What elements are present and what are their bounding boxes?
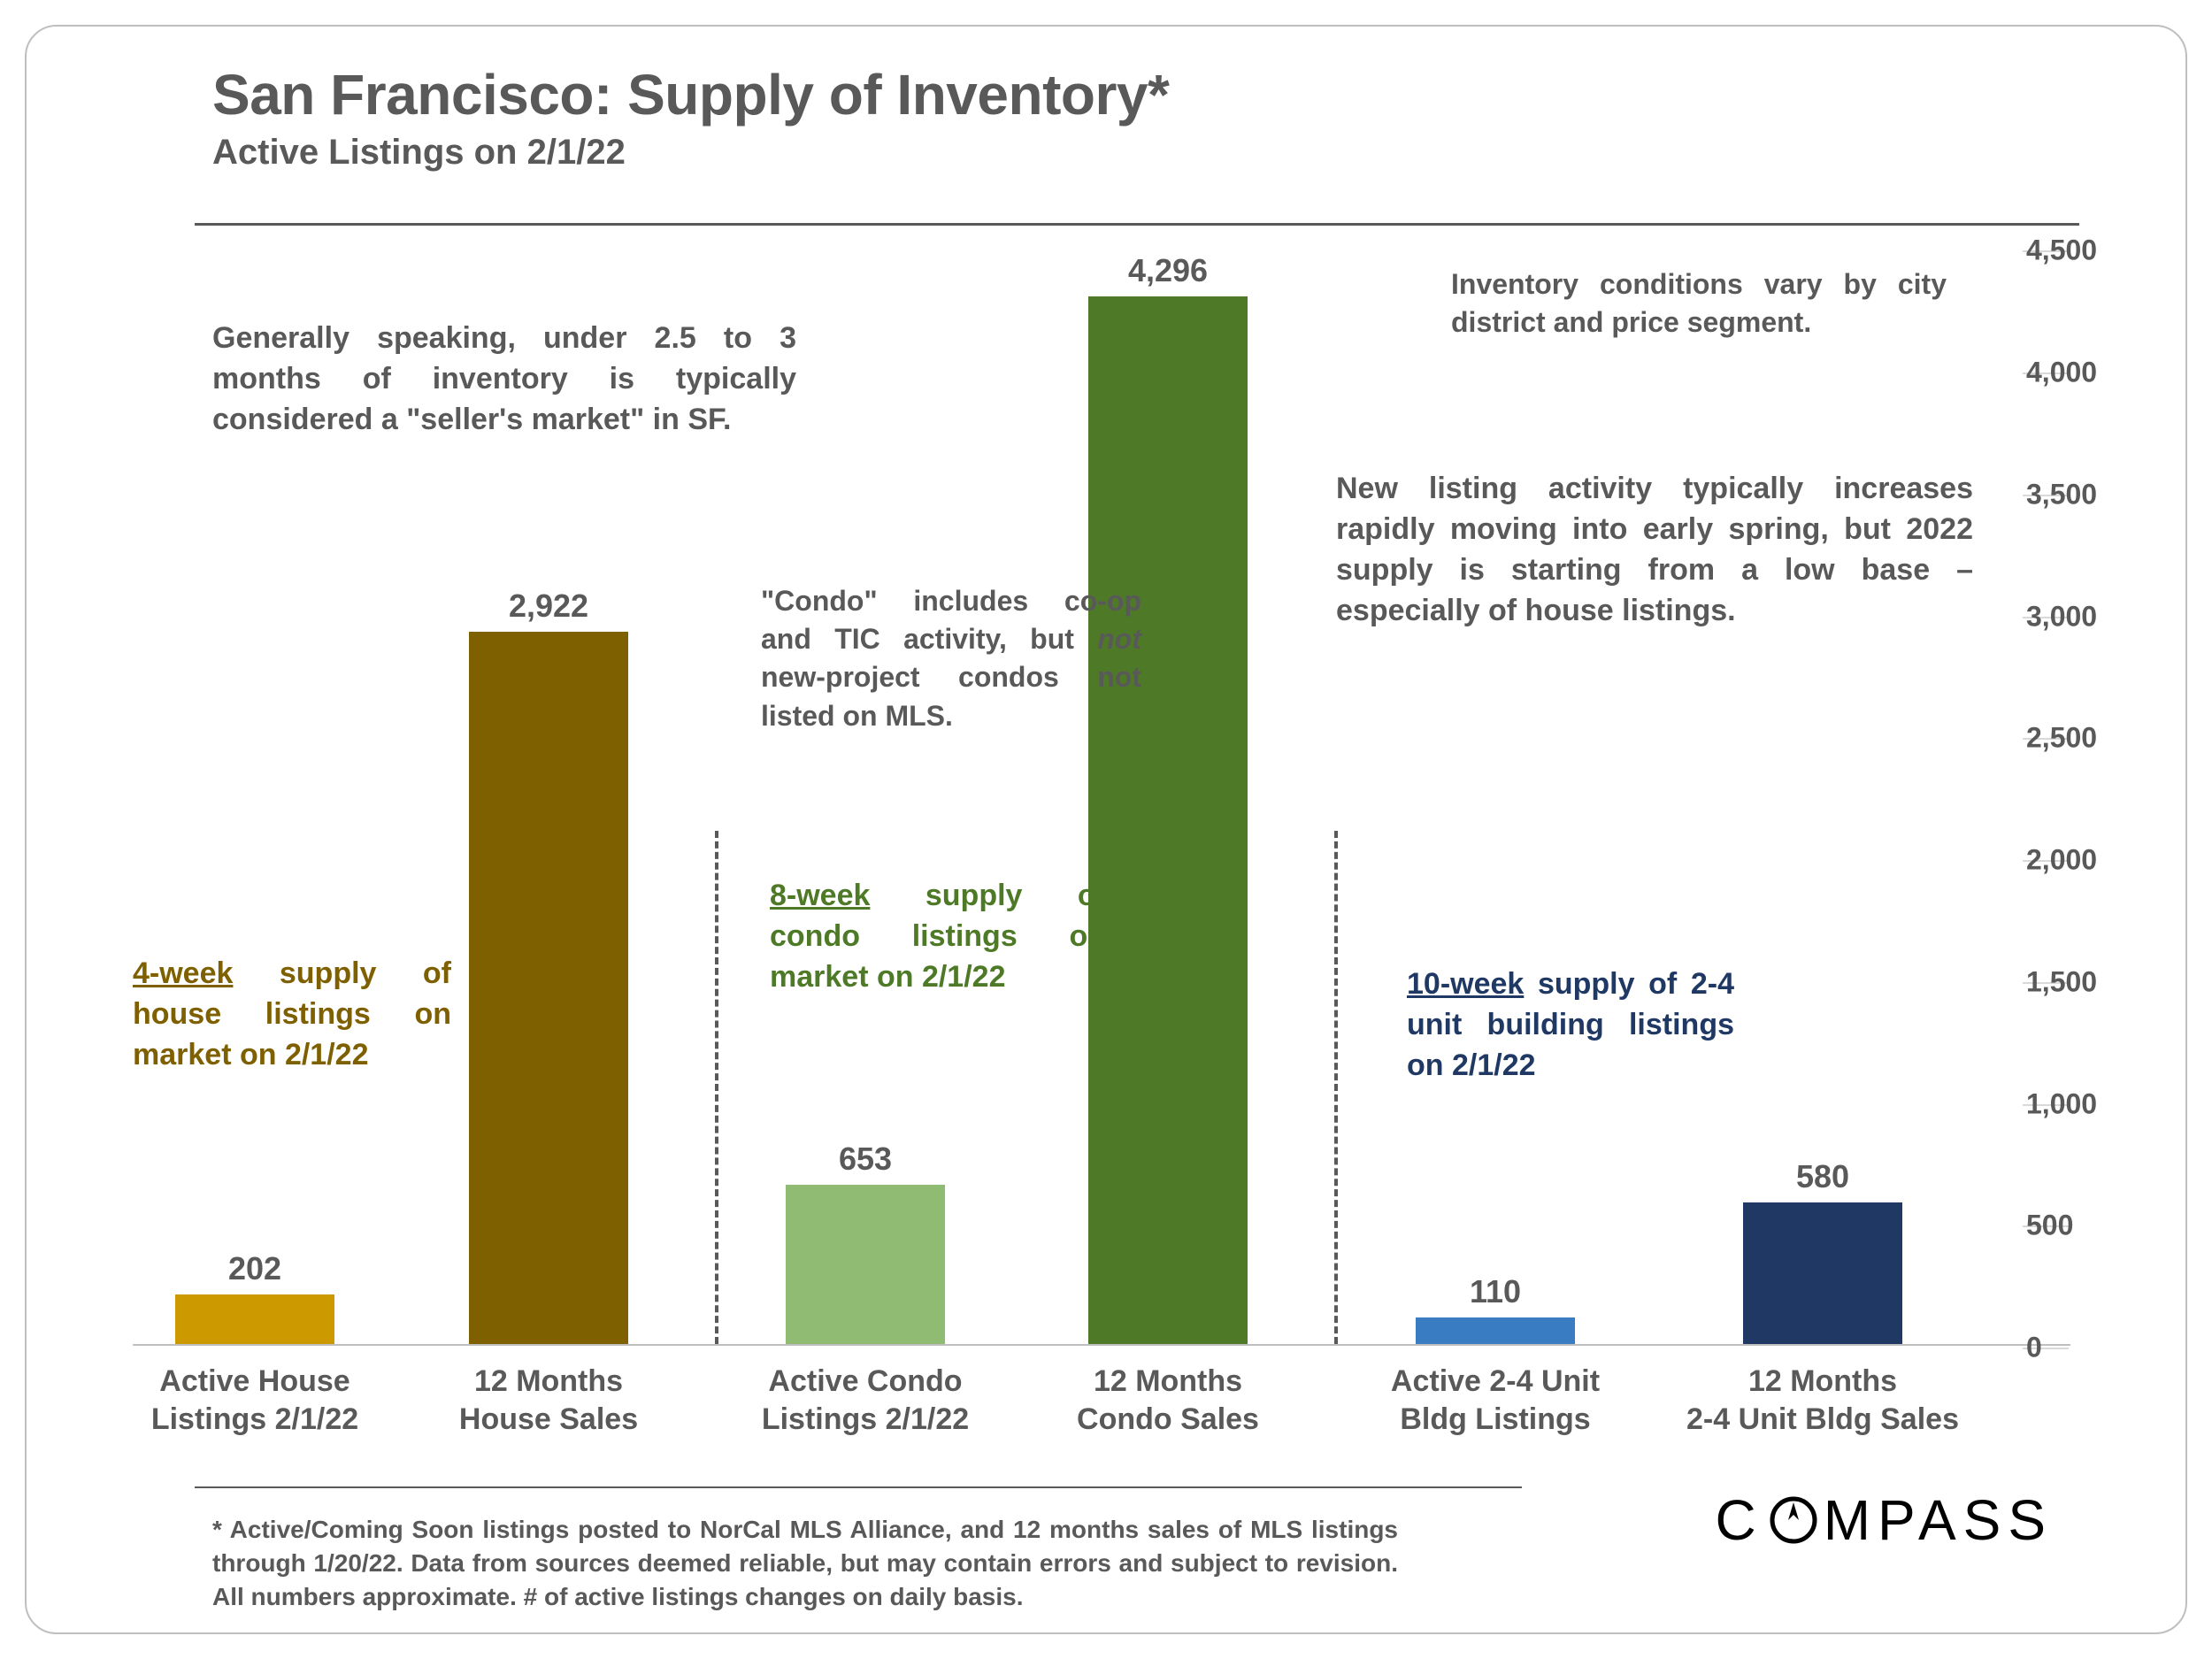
bar-value-label: 580	[1796, 1158, 1849, 1195]
bar-value-label: 653	[839, 1141, 892, 1178]
category-label: Active Condo Listings 2/1/22	[762, 1363, 969, 1438]
ytick-label: 1,000	[2026, 1087, 2132, 1120]
ytick-label: 500	[2026, 1210, 2132, 1242]
category-label: 12 Months Condo Sales	[1077, 1363, 1259, 1438]
brand-post: MPASS	[1824, 1487, 2053, 1553]
footnote: * Active/Coming Soon listings posted to …	[212, 1513, 1398, 1613]
note-condo-definition: "Condo" includes co-op and TIC activity,…	[761, 582, 1141, 735]
callout-house-supply: 4-week supply of house listings on marke…	[133, 954, 451, 1076]
brand-logo: C MPASS	[1715, 1487, 2053, 1553]
ytick-label: 0	[2026, 1332, 2132, 1364]
ytick-label: 3,000	[2026, 600, 2132, 633]
ytick-label: 4,000	[2026, 357, 2132, 389]
ytick-label: 2,000	[2026, 844, 2132, 877]
bar-value-label: 110	[1470, 1273, 1521, 1310]
ytick-label: 1,500	[2026, 965, 2132, 998]
note-spring-listings: New listing activity typically increases…	[1336, 469, 1973, 632]
category-label: 12 Months House Sales	[459, 1363, 638, 1438]
group-separator	[1334, 831, 1338, 1344]
note-sellers-market: Generally speaking, under 2.5 to 3 month…	[212, 319, 796, 441]
compass-icon	[1769, 1495, 1818, 1545]
callout-condo-supply: 8-week supply of condo listings on marke…	[770, 876, 1106, 998]
bar	[175, 1294, 334, 1344]
bar	[1088, 296, 1248, 1344]
axis-baseline	[133, 1344, 2070, 1346]
note-inventory-vary: Inventory conditions vary by city distri…	[1451, 265, 1947, 342]
bar	[786, 1185, 945, 1344]
bar	[1743, 1202, 1902, 1344]
brand-pre: C	[1715, 1487, 1763, 1553]
bar-value-label: 202	[228, 1250, 281, 1287]
bar	[469, 632, 628, 1344]
bar-value-label: 2,922	[509, 588, 588, 625]
bar	[1416, 1317, 1575, 1344]
category-label: 12 Months 2-4 Unit Bldg Sales	[1686, 1363, 1959, 1438]
divider-bottom	[195, 1486, 1522, 1488]
bar-value-label: 4,296	[1128, 252, 1208, 289]
group-separator	[715, 831, 718, 1344]
slide-card: San Francisco: Supply of Inventory* Acti…	[25, 25, 2187, 1634]
ytick-label: 2,500	[2026, 722, 2132, 755]
ytick-label: 4,500	[2026, 234, 2132, 267]
callout-bldg-supply: 10-week supply of 2-4 unit building list…	[1407, 964, 1734, 1087]
category-label: Active 2-4 Unit Bldg Listings	[1391, 1363, 1600, 1438]
category-label: Active House Listings 2/1/22	[151, 1363, 358, 1438]
ytick-label: 3,500	[2026, 478, 2132, 511]
